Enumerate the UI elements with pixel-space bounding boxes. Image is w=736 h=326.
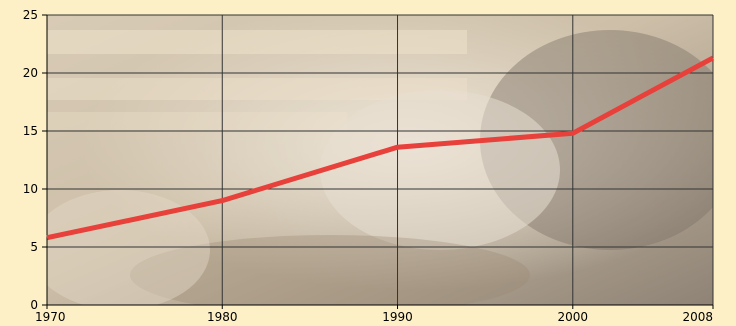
x-tick-label: 2000 xyxy=(558,310,589,324)
y-tick-label: 5 xyxy=(30,240,38,254)
series-line xyxy=(46,55,715,241)
x-tick-label: 1980 xyxy=(207,310,238,324)
y-tick-label: 25 xyxy=(23,8,38,22)
y-tick-label: 20 xyxy=(23,66,38,80)
x-tick-label: 1990 xyxy=(382,310,413,324)
x-tick-label: 1970 xyxy=(35,310,66,324)
x-tick-label: 2008 xyxy=(682,310,713,324)
axes xyxy=(42,14,714,309)
y-tick-label: 10 xyxy=(23,182,38,196)
y-tick-labels: 0 5 10 15 20 25 xyxy=(23,8,38,312)
y-tick-label: 15 xyxy=(23,124,38,138)
series xyxy=(46,55,715,241)
background-photo xyxy=(47,15,713,305)
y-tick-label: 0 xyxy=(30,298,38,312)
x-tick-labels: 1970 1980 1990 2000 2008 xyxy=(35,310,713,324)
